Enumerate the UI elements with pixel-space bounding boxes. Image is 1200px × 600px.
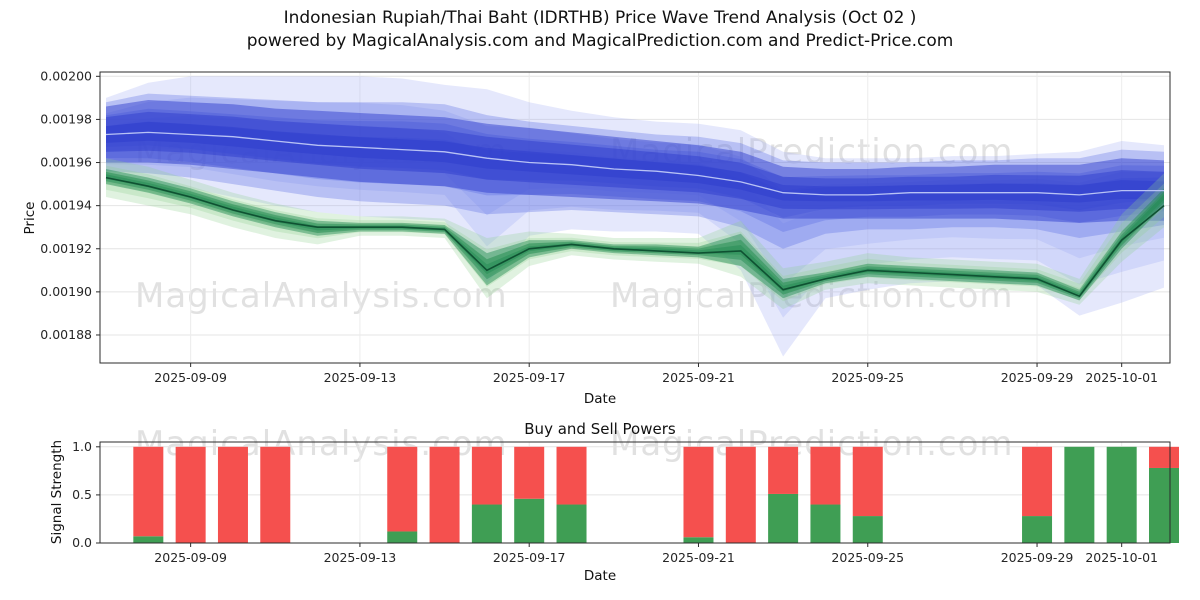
svg-text:2025-09-21: 2025-09-21 bbox=[662, 550, 735, 565]
svg-text:0.5: 0.5 bbox=[72, 487, 92, 502]
svg-text:2025-09-21: 2025-09-21 bbox=[662, 370, 735, 385]
page-subtitle: powered by MagicalAnalysis.com and Magic… bbox=[246, 31, 954, 51]
svg-text:2025-09-09: 2025-09-09 bbox=[154, 550, 227, 565]
svg-text:2025-09-25: 2025-09-25 bbox=[831, 370, 904, 385]
svg-text:0.0: 0.0 bbox=[72, 535, 92, 550]
svg-text:0.00190: 0.00190 bbox=[40, 284, 92, 299]
watermark-prediction: MagicalPrediction.com bbox=[610, 132, 1014, 172]
page-title: Indonesian Rupiah/Thai Baht (IDRTHB) Pri… bbox=[283, 8, 917, 28]
svg-text:0.00196: 0.00196 bbox=[40, 155, 92, 170]
signal-strength-axis-label: Signal Strength bbox=[49, 439, 65, 545]
svg-text:0.00192: 0.00192 bbox=[40, 241, 92, 256]
watermark-analysis: MagicalAnalysis.com bbox=[135, 276, 508, 316]
svg-text:1.0: 1.0 bbox=[72, 439, 92, 454]
svg-text:2025-09-17: 2025-09-17 bbox=[493, 370, 566, 385]
svg-text:2025-09-29: 2025-09-29 bbox=[1001, 370, 1074, 385]
svg-text:0.00188: 0.00188 bbox=[40, 327, 92, 342]
svg-text:2025-09-17: 2025-09-17 bbox=[493, 550, 566, 565]
svg-text:2025-10-01: 2025-10-01 bbox=[1085, 550, 1158, 565]
svg-text:2025-09-13: 2025-09-13 bbox=[324, 550, 397, 565]
date-axis-label-main: Date bbox=[583, 391, 617, 407]
svg-text:2025-09-09: 2025-09-09 bbox=[154, 370, 227, 385]
svg-text:0.00198: 0.00198 bbox=[40, 111, 92, 126]
svg-text:0.00194: 0.00194 bbox=[40, 198, 92, 213]
price-axis-label: Price bbox=[22, 201, 38, 235]
date-axis-label-power: Date bbox=[583, 568, 617, 584]
svg-text:2025-09-29: 2025-09-29 bbox=[1001, 550, 1074, 565]
svg-text:0.00200: 0.00200 bbox=[40, 68, 92, 83]
power-chart-title: Buy and Sell Powers bbox=[524, 420, 676, 438]
svg-text:2025-09-25: 2025-09-25 bbox=[831, 550, 904, 565]
svg-text:2025-09-13: 2025-09-13 bbox=[324, 370, 397, 385]
svg-text:2025-10-01: 2025-10-01 bbox=[1085, 370, 1158, 385]
